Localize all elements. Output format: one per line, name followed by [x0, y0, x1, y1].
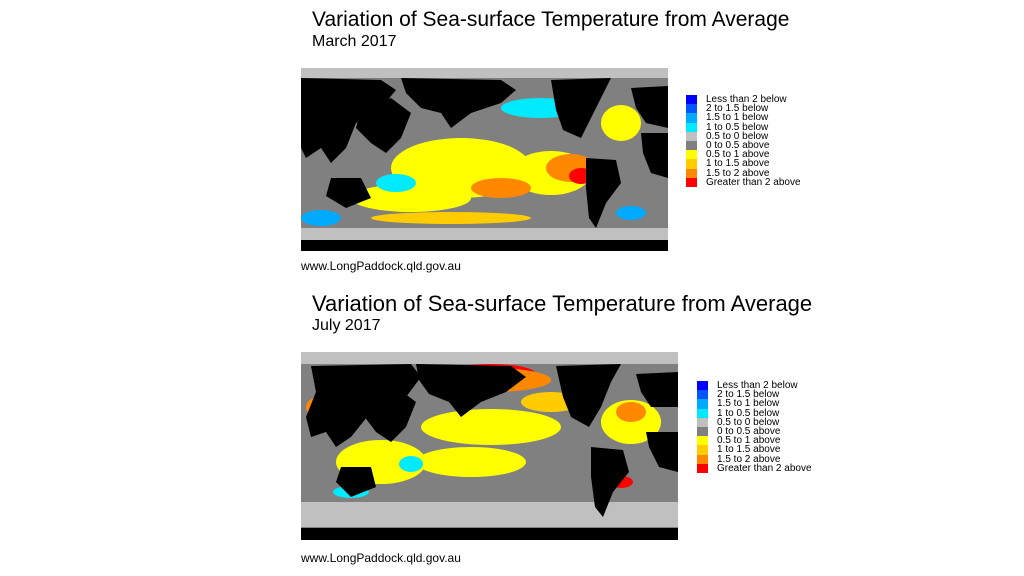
legend-item: 0.5 to 0 below: [686, 130, 801, 142]
legend-label: 0 to 0.5 above: [717, 426, 781, 438]
legend-swatch: [697, 399, 708, 409]
legend-item: 0 to 0.5 above: [686, 140, 801, 152]
map-subtitle: March 2017: [312, 33, 397, 50]
legend-label: 0.5 to 1 above: [717, 435, 781, 447]
legend-item: Less than 2 below: [697, 380, 812, 392]
land: [301, 364, 678, 540]
legend-item: 1 to 0.5 below: [686, 121, 801, 133]
source-url: www.LongPaddock.qld.gov.au: [301, 551, 461, 565]
legend-item: 0.5 to 0 below: [697, 416, 812, 428]
legend-swatch: [697, 454, 708, 464]
legend-swatch: [686, 113, 697, 123]
map-legend: Less than 2 below 2 to 1.5 below 1.5 to …: [697, 381, 812, 473]
source-url: www.LongPaddock.qld.gov.au: [301, 259, 461, 273]
legend-item: 2 to 1.5 below: [697, 389, 812, 401]
legend-swatch: [697, 436, 708, 446]
legend-swatch: [686, 122, 697, 132]
legend-label: 1.5 to 1 below: [717, 398, 780, 410]
legend-label: Greater than 2 above: [706, 176, 801, 188]
anomaly-patches: [301, 352, 678, 527]
legend-label: 1 to 0.5 below: [717, 407, 780, 419]
legend-swatch: [686, 140, 697, 151]
legend-label: Greater than 2 above: [717, 462, 812, 474]
legend-label: Less than 2 below: [717, 380, 798, 392]
sst-anomaly-map-july: [301, 352, 678, 540]
legend-item: 0.5 to 1 above: [686, 149, 801, 161]
legend-item: 1.5 to 1 below: [686, 112, 801, 124]
legend-swatch: [686, 104, 697, 114]
legend-label: 0.5 to 1 above: [706, 149, 770, 161]
legend-item: 1.5 to 1 below: [697, 398, 812, 410]
legend-swatch: [686, 131, 697, 141]
legend-label: 1 to 1.5 above: [717, 444, 781, 456]
legend-item: 2 to 1.5 below: [686, 103, 801, 115]
map-panel-march: Variation of Sea-surface Temperature fro…: [301, 8, 801, 273]
legend-label: 2 to 1.5 below: [706, 103, 769, 115]
legend-label: 2 to 1.5 below: [717, 389, 780, 401]
legend-label: 0 to 0.5 above: [706, 140, 770, 152]
legend-label: 1.5 to 2 above: [706, 167, 770, 179]
map-legend: Less than 2 below 2 to 1.5 below 1.5 to …: [686, 95, 801, 187]
legend-item: 1.5 to 2 above: [686, 167, 801, 179]
legend-label: 1.5 to 2 above: [717, 453, 781, 465]
legend-item: Greater than 2 above: [697, 462, 812, 474]
legend-label: 1 to 0.5 below: [706, 121, 769, 133]
legend-swatch: [697, 390, 708, 400]
legend-label: 0.5 to 0 below: [717, 416, 780, 428]
legend-item: 0.5 to 1 above: [697, 435, 812, 447]
legend-swatch: [697, 417, 708, 427]
legend-item: Greater than 2 above: [686, 176, 801, 188]
legend-swatch: [697, 426, 708, 437]
map-subtitle: July 2017: [312, 317, 381, 334]
legend-swatch: [686, 95, 697, 105]
legend-item: 1 to 1.5 above: [686, 158, 801, 170]
legend-swatch: [686, 159, 697, 169]
legend-swatch: [697, 408, 708, 418]
legend-item: 1 to 0.5 below: [697, 407, 812, 419]
legend-swatch: [686, 150, 697, 160]
legend-label: 1.5 to 1 below: [706, 112, 769, 124]
legend-label: 0.5 to 0 below: [706, 130, 769, 142]
legend-item: 0 to 0.5 above: [697, 426, 812, 438]
land: [301, 78, 668, 251]
legend-swatch: [697, 463, 708, 473]
sst-anomaly-map-march: [301, 68, 668, 251]
legend-swatch: [686, 177, 697, 187]
legend-item: 1.5 to 2 above: [697, 453, 812, 465]
map-title: Variation of Sea-surface Temperature fro…: [312, 8, 790, 31]
map-panel-july: Variation of Sea-surface Temperature fro…: [0, 286, 1024, 574]
legend-swatch: [686, 168, 697, 178]
legend-swatch: [697, 381, 708, 391]
map-title: Variation of Sea-surface Temperature fro…: [312, 291, 813, 316]
legend-swatch: [697, 445, 708, 455]
legend-label: 1 to 1.5 above: [706, 158, 770, 170]
legend-item: Less than 2 below: [686, 94, 801, 106]
legend-label: Less than 2 below: [706, 94, 787, 106]
legend-item: 1 to 1.5 above: [697, 444, 812, 456]
